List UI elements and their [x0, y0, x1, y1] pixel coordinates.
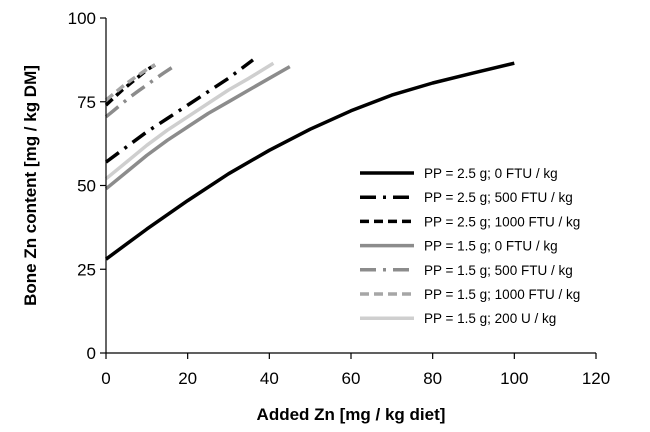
series-line-3	[104, 63, 156, 107]
legend-label-6: PP = 1.5 g; 1000 FTU / kg	[424, 287, 580, 302]
series-line-4	[104, 65, 291, 191]
legend-label-2: PP = 2.5 g; 500 FTU / kg	[424, 190, 573, 205]
x-axis-title: Added Zn [mg / kg diet]	[257, 405, 446, 424]
series-line-7	[104, 61, 275, 181]
y-tick-label: 100	[68, 9, 96, 28]
plot-area	[104, 58, 515, 261]
legend-label-5: PP = 1.5 g; 500 FTU / kg	[424, 263, 573, 278]
legend-label-3: PP = 2.5 g; 1000 FTU / kg	[424, 214, 580, 229]
x-tick-label: 40	[260, 369, 279, 388]
y-tick-label: 25	[77, 260, 96, 279]
x-tick-label: 60	[342, 369, 361, 388]
series-line-1	[104, 61, 515, 261]
x-tick-label: 20	[178, 369, 197, 388]
legend-label-7: PP = 1.5 g; 200 U / kg	[424, 311, 556, 326]
x-tick-label: 100	[500, 369, 528, 388]
series-line-6	[104, 63, 156, 102]
axes: 0 25 50 75 100 0 20 40 60 80 100 120	[68, 9, 611, 388]
x-tick-label: 80	[423, 369, 442, 388]
legend: PP = 2.5 g; 0 FTU / kg PP = 2.5 g; 500 FT…	[360, 166, 580, 326]
series-line-5	[104, 65, 175, 119]
y-axis-title: Bone Zn content [mg / kg DM]	[21, 65, 40, 306]
y-tick-label: 50	[77, 177, 96, 196]
legend-label-1: PP = 2.5 g; 0 FTU / kg	[424, 166, 558, 181]
y-tick-label: 0	[87, 344, 96, 363]
x-tick-label: 120	[582, 369, 610, 388]
x-tick-label: 0	[101, 369, 110, 388]
y-tick-label: 75	[77, 93, 96, 112]
legend-label-4: PP = 1.5 g; 0 FTU / kg	[424, 239, 558, 254]
series-line-2	[104, 58, 255, 164]
